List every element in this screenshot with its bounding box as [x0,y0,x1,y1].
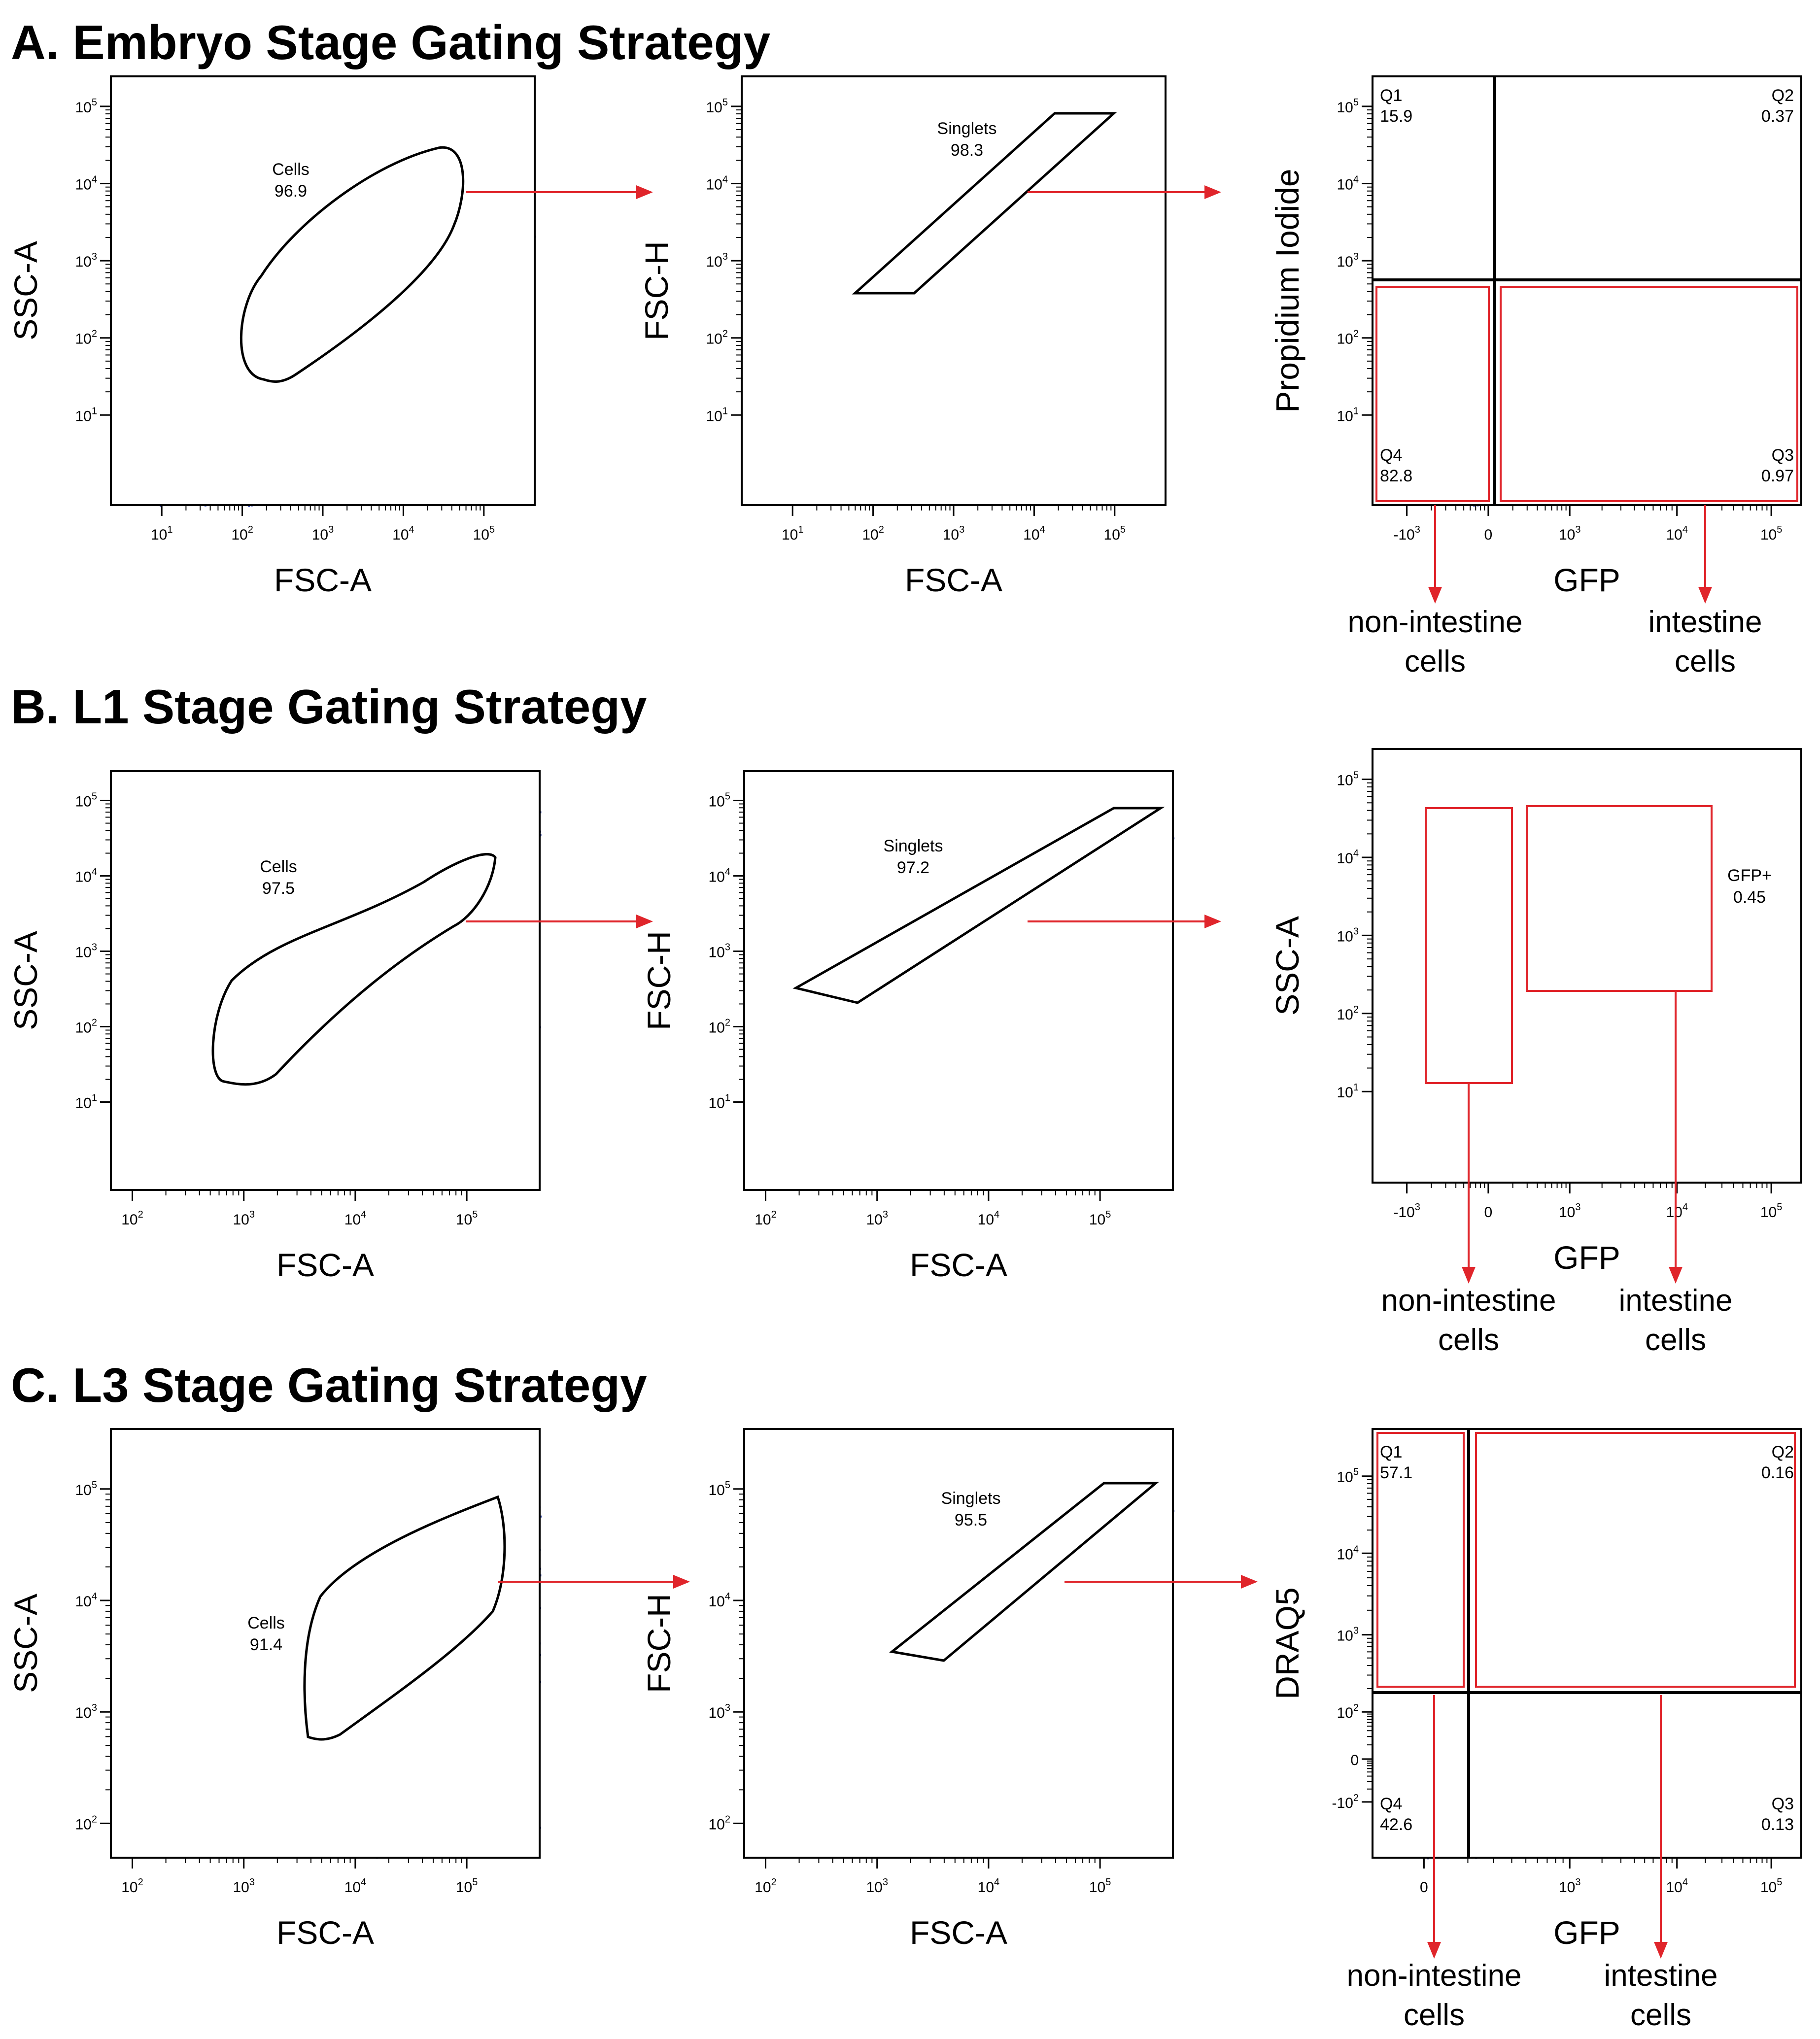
section-c-title: C. L3 Stage Gating Strategy [11,1358,647,1412]
section-b-title: B. L1 Stage Gating Strategy [11,680,647,734]
section-a-title: A. Embryo Stage Gating Strategy [11,15,771,69]
